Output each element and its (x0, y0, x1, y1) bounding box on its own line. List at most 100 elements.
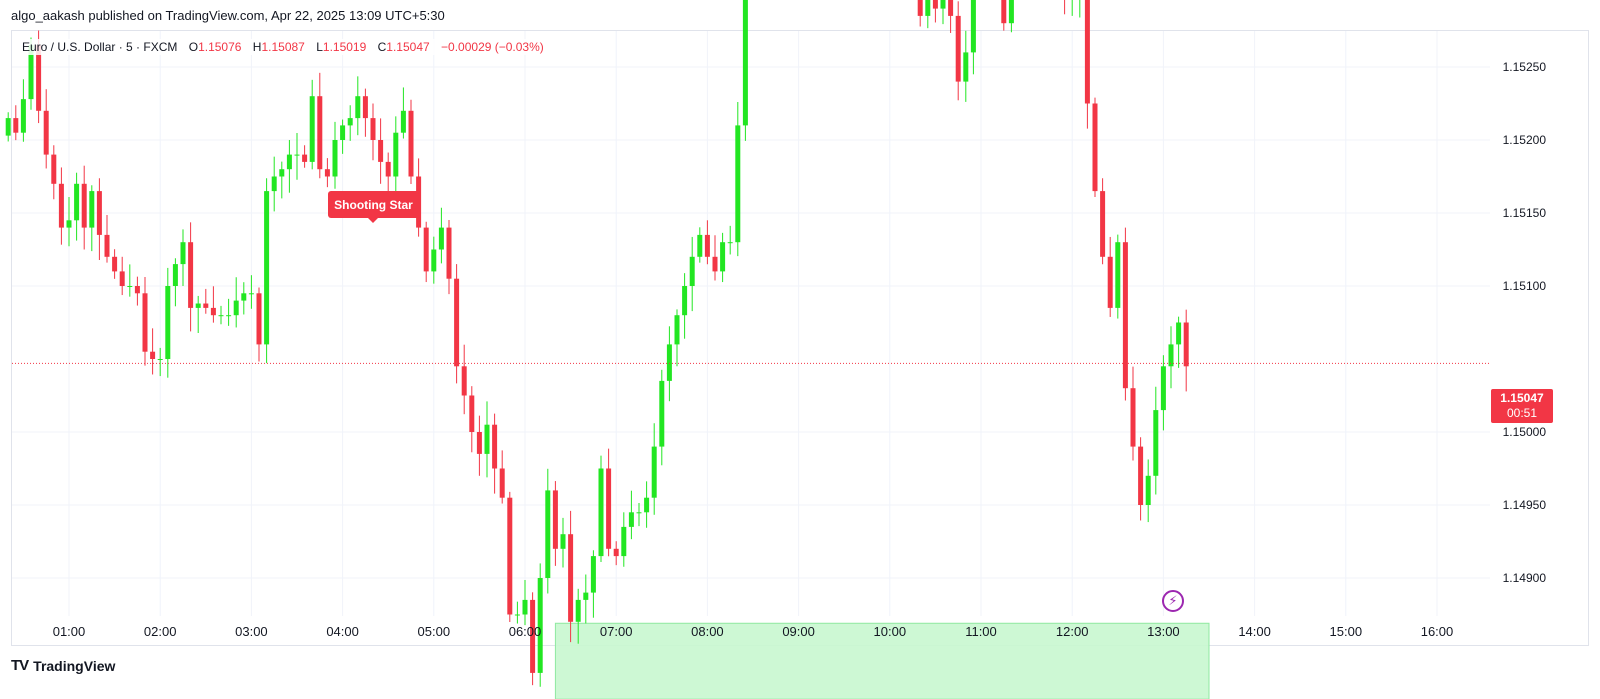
candle-body (1100, 191, 1106, 257)
candle-body (1008, 0, 1014, 24)
time-tick-label: 05:00 (418, 624, 451, 639)
candle-body (271, 176, 277, 192)
time-tick-label: 06:00 (509, 624, 542, 639)
candle-body (36, 45, 42, 111)
current-price-badge: 1.15047 00:51 (1491, 389, 1553, 423)
symbol-legend: Euro / U.S. Dollar · 5 · FXCM O1.15076 H… (20, 39, 546, 55)
candle-body (66, 220, 72, 228)
time-tick-label: 09:00 (782, 624, 815, 639)
demand-zone (554, 622, 1210, 699)
candle-body (537, 578, 543, 673)
candle-body (393, 132, 399, 177)
candle-body (606, 468, 612, 549)
candle-body (568, 534, 574, 622)
price-tick-label: 1.14900 (1503, 571, 1547, 585)
candle-body (400, 110, 406, 133)
change-value: −0.00029 (−0.03%) (441, 40, 544, 54)
candle-body (712, 256, 718, 272)
candle-body (651, 446, 657, 498)
candle-body (362, 96, 368, 119)
candle-body (43, 110, 49, 155)
candle-body (454, 278, 460, 367)
candle-body (1107, 256, 1113, 308)
time-tick-label: 15:00 (1330, 624, 1363, 639)
candle-body (727, 242, 733, 244)
candle-body (172, 264, 178, 286)
candle-body (317, 96, 323, 170)
price-tick-label: 1.15200 (1503, 133, 1547, 147)
time-tick-label: 11:00 (965, 624, 997, 639)
candle-body (370, 118, 376, 140)
zones (554, 622, 1210, 699)
candle-body (104, 234, 110, 257)
candle-body (476, 432, 482, 454)
candle-body (279, 169, 285, 177)
candle-body (165, 286, 171, 359)
candle-body (925, 0, 931, 16)
candle-body (1153, 410, 1159, 476)
candle-body (1115, 242, 1121, 308)
price-axis: 1.15250 1.15200 1.15150 1.15100 1.15000 1.149… (1503, 60, 1547, 585)
candle-body (932, 0, 938, 9)
candle-body (1138, 446, 1144, 505)
high-label: H (252, 40, 262, 54)
candle-body (248, 293, 254, 295)
candle-body (58, 183, 64, 228)
candle-body (560, 534, 566, 549)
tv-logo-icon: TV (11, 657, 29, 674)
time-tick-label: 16:00 (1421, 624, 1454, 639)
candle-body (530, 599, 536, 673)
candle-body (431, 249, 437, 272)
time-axis: 01:00 02:00 03:00 04:00 05:00 06:00 07:00 08:00… (53, 624, 1454, 639)
candle-body (13, 118, 19, 133)
shooting-star-annotation[interactable]: Shooting Star (328, 191, 419, 223)
candle-body (332, 140, 338, 177)
candle-body (1183, 322, 1189, 367)
symbol-label: Euro / U.S. Dollar · 5 · FXCM (22, 40, 178, 54)
candle-body (408, 110, 414, 177)
close-value: 1.15047 (386, 40, 430, 54)
grid-lines (12, 31, 1490, 616)
time-tick-label: 01:00 (53, 624, 86, 639)
candle-body (970, 0, 976, 53)
candle-body (621, 526, 627, 557)
open-label: O (188, 40, 199, 54)
candle-body (514, 614, 520, 616)
time-tick-label: 12:00 (1056, 624, 1089, 639)
candle-body (1092, 103, 1098, 192)
candle-body (590, 556, 596, 593)
time-tick-label: 08:00 (691, 624, 724, 639)
candle-body (522, 599, 528, 615)
candle-body (324, 169, 330, 177)
candle-body (742, 0, 748, 126)
candle-body (682, 286, 688, 316)
candle-body (735, 125, 741, 243)
price-tick-label: 1.15150 (1503, 206, 1547, 220)
candle-body (545, 490, 551, 578)
candle-body (1130, 388, 1136, 447)
candle-body (461, 366, 467, 396)
lightning-icon[interactable]: ⚡ (1162, 590, 1184, 612)
close-label: C (377, 40, 387, 54)
current-price-value: 1.15047 (1500, 391, 1544, 405)
bar-countdown: 00:51 (1506, 406, 1538, 420)
candle-body (583, 592, 589, 600)
candle-body (1168, 344, 1174, 367)
candle-body (302, 154, 308, 162)
candle-body (355, 96, 361, 119)
candle-body (955, 15, 961, 82)
candle-body (1084, 0, 1090, 104)
candle-body (81, 183, 87, 228)
time-tick-label: 10:00 (874, 624, 907, 639)
candle-body (1145, 475, 1151, 505)
candle-body (256, 293, 262, 345)
candle-body (286, 154, 292, 170)
candle-body (203, 303, 209, 308)
tradingview-logo[interactable]: TV TradingView (11, 657, 115, 674)
candle-body (552, 490, 558, 549)
candle-body (689, 256, 695, 286)
candle-body (1122, 242, 1128, 389)
candle-body (378, 140, 384, 162)
candle-body (492, 424, 498, 469)
